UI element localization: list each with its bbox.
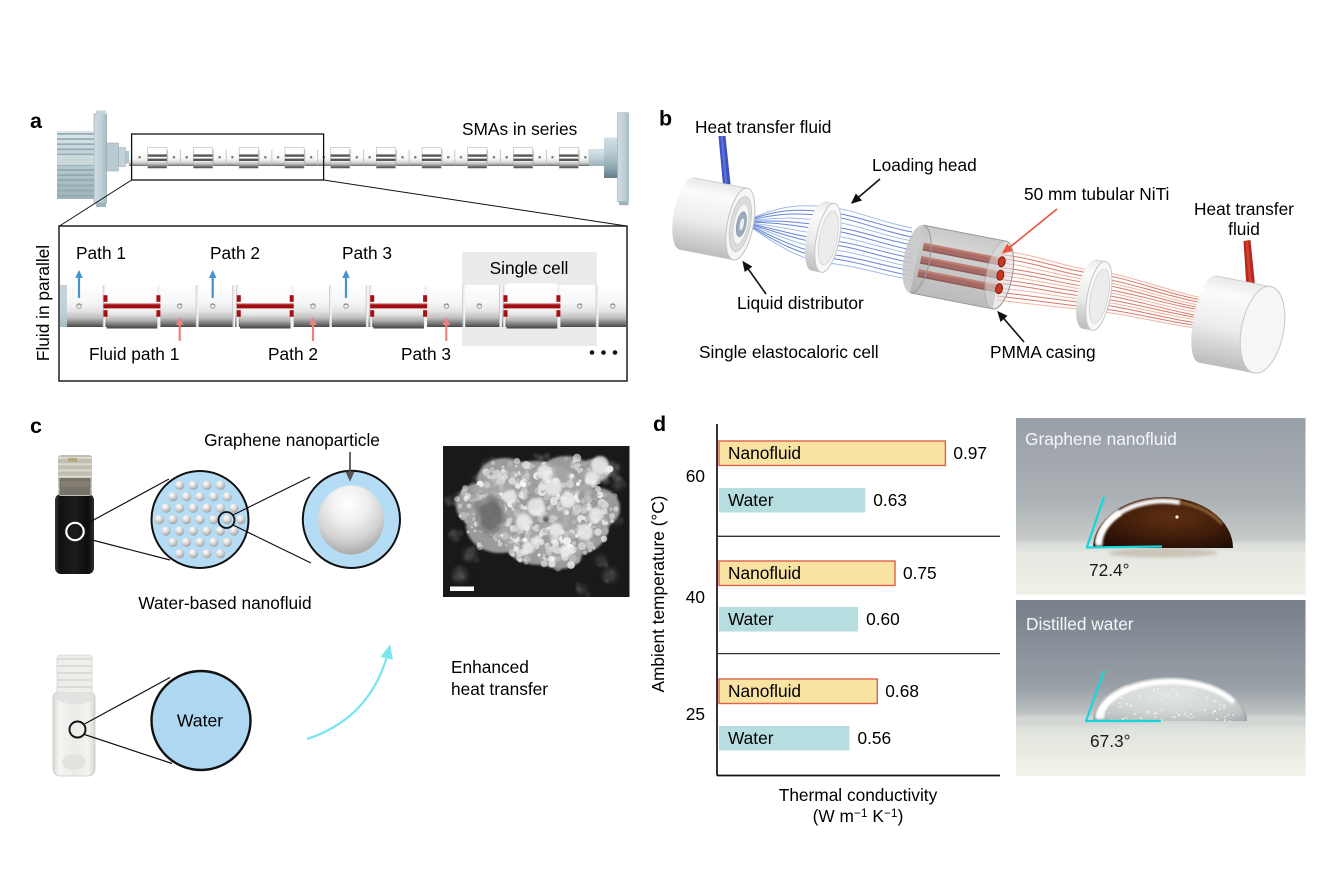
svg-text:Thermal conductivity: Thermal conductivity: [779, 785, 938, 805]
svg-text:60: 60: [686, 466, 705, 486]
svg-text:72.4°: 72.4°: [1089, 560, 1130, 580]
svg-text:0.68: 0.68: [885, 681, 919, 701]
svg-text:Water: Water: [728, 609, 774, 629]
svg-text:b: b: [659, 107, 672, 131]
svg-text:c: c: [30, 414, 42, 438]
svg-text:Liquid distributor: Liquid distributor: [737, 293, 864, 313]
svg-text:Distilled water: Distilled water: [1026, 614, 1134, 634]
svg-text:Nanofluid: Nanofluid: [728, 563, 801, 583]
svg-text:Path 2: Path 2: [210, 243, 260, 263]
svg-text:Water: Water: [177, 711, 223, 731]
svg-text:Enhanced: Enhanced: [451, 657, 529, 677]
svg-text:PMMA casing: PMMA casing: [990, 342, 1096, 362]
svg-text:Graphene nanoparticle: Graphene nanoparticle: [204, 430, 380, 450]
svg-text:heat transfer: heat transfer: [451, 679, 548, 699]
svg-text:0.97: 0.97: [953, 443, 987, 463]
svg-text:Nanofluid: Nanofluid: [728, 443, 801, 463]
svg-text:Heat transfer: Heat transfer: [1194, 199, 1294, 219]
svg-text:40: 40: [686, 587, 705, 607]
svg-text:Loading head: Loading head: [872, 155, 977, 175]
svg-text:Heat transfer fluid: Heat transfer fluid: [695, 117, 831, 137]
svg-text:a: a: [30, 109, 43, 133]
svg-text:Fluid path 1: Fluid path 1: [89, 344, 179, 364]
svg-text:Nanofluid: Nanofluid: [728, 681, 801, 701]
svg-text:0.75: 0.75: [903, 563, 937, 583]
svg-text:SMAs in series: SMAs in series: [462, 119, 578, 139]
svg-text:fluid: fluid: [1228, 219, 1260, 239]
svg-text:0.60: 0.60: [866, 609, 900, 629]
svg-text:Path 3: Path 3: [401, 344, 451, 364]
svg-text:Path 3: Path 3: [342, 243, 392, 263]
svg-text:d: d: [653, 412, 666, 436]
svg-text:Single cell: Single cell: [490, 258, 569, 278]
svg-text:67.3°: 67.3°: [1090, 731, 1131, 751]
svg-text:Fluid in parallel: Fluid in parallel: [33, 245, 53, 361]
svg-text:Water: Water: [728, 490, 774, 510]
svg-text:25: 25: [686, 704, 705, 724]
svg-text:Path 1: Path 1: [76, 243, 126, 263]
svg-text:0.56: 0.56: [858, 728, 892, 748]
svg-text:Water-based nanofluid: Water-based nanofluid: [138, 593, 311, 613]
svg-text:0.63: 0.63: [873, 490, 907, 510]
svg-text:Graphene nanofluid: Graphene nanofluid: [1025, 429, 1177, 449]
svg-text:(W m−1 K−1): (W m−1 K−1): [813, 806, 904, 826]
svg-text:50 mm tubular NiTi: 50 mm tubular NiTi: [1024, 184, 1169, 204]
svg-text:Ambient temperature (°C): Ambient temperature (°C): [648, 495, 668, 692]
svg-text:Water: Water: [728, 728, 774, 748]
svg-text:Path 2: Path 2: [268, 344, 318, 364]
svg-text:Single elastocaloric cell: Single elastocaloric cell: [699, 342, 879, 362]
